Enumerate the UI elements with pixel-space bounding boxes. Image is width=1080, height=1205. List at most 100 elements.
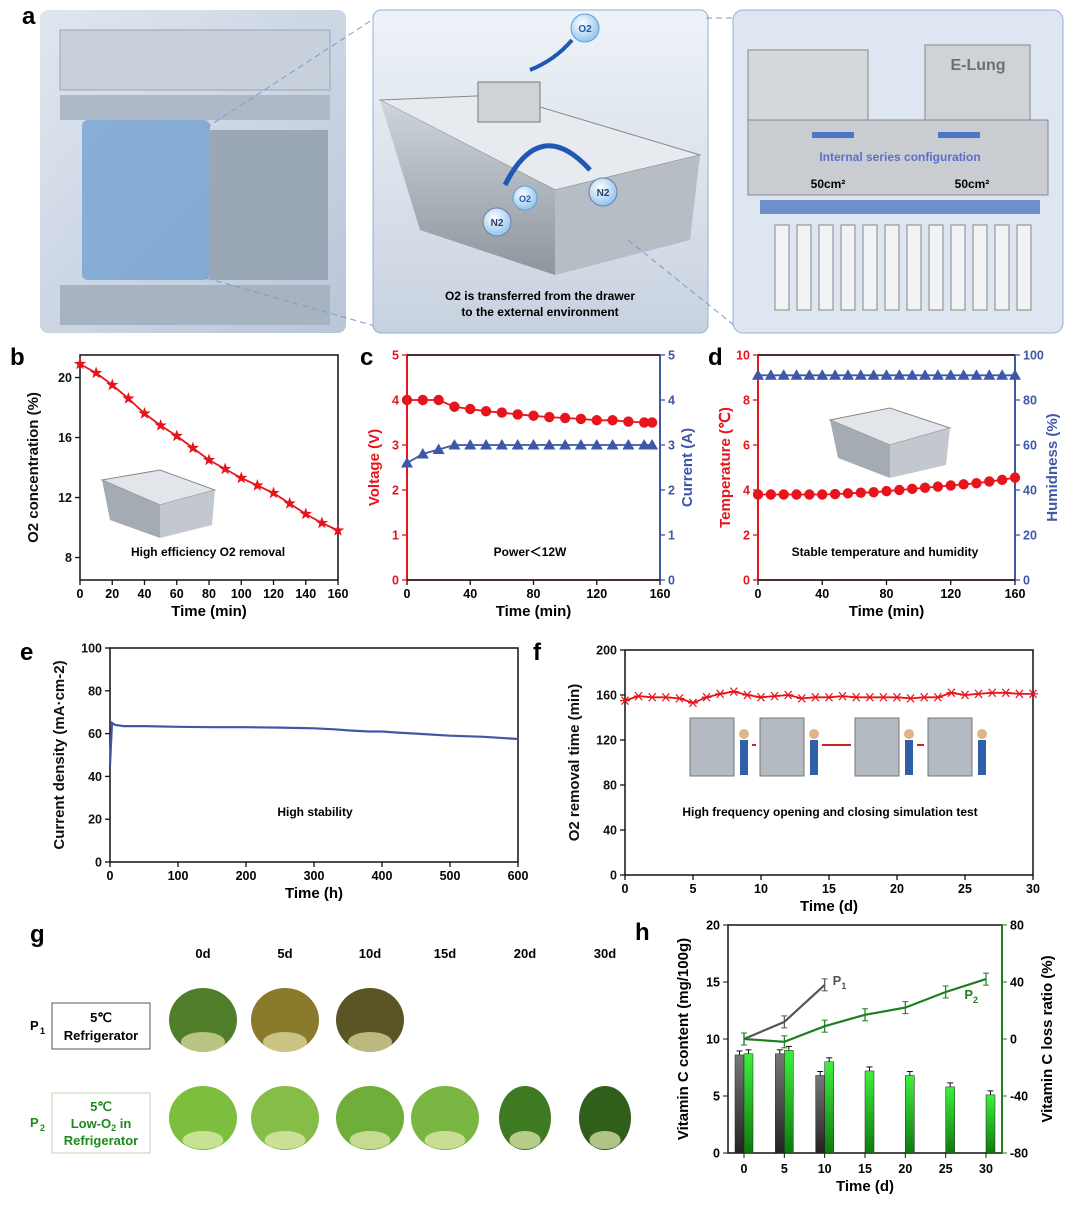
data-point <box>983 369 996 380</box>
bar-P2 <box>985 1094 996 1154</box>
o2-bubble <box>570 13 600 43</box>
data-point <box>868 487 879 498</box>
data-point <box>906 369 919 380</box>
data-point <box>855 487 866 498</box>
fridge-icon <box>854 717 900 777</box>
data-point <box>331 524 345 536</box>
data-point <box>623 416 634 427</box>
x-axis-label: Time (h) <box>285 885 343 902</box>
annotation: Power＜12W <box>494 545 567 559</box>
chart-e: e 0 100 200 300 400 500 600 0 20 40 60 80 100 Time (h)… <box>20 639 528 902</box>
y-tick-label: 0 <box>610 869 617 883</box>
y-tick-label: 10 <box>736 349 750 363</box>
data-point <box>401 394 413 406</box>
x-tick-label: 20 <box>898 1162 912 1176</box>
y2-axis-label: Humidness (%) <box>1044 413 1061 521</box>
lettuce-stem <box>349 1131 391 1149</box>
lettuce-p2-day-0d <box>169 1086 237 1150</box>
x-tick-label: 15 <box>858 1162 872 1176</box>
data-point <box>810 692 821 702</box>
data-point <box>433 394 444 406</box>
fridge-shelf <box>59 29 331 91</box>
x-tick-label: 140 <box>295 587 316 601</box>
y-tick-label: 15 <box>706 976 720 990</box>
config-label: Internal series configuration <box>819 150 980 164</box>
o2-out-arrow <box>529 38 574 72</box>
x-tick-label: 100 <box>168 869 189 883</box>
membrane-electrode <box>812 132 854 138</box>
y-axis-label: O2 concentration (%) <box>25 392 42 543</box>
panel-letter-h: h <box>635 919 650 946</box>
data-point <box>638 439 651 450</box>
y-tick-label: 3 <box>392 439 399 453</box>
x-tick-label: 25 <box>958 882 972 896</box>
data-point <box>987 688 998 698</box>
data-point <box>769 691 780 701</box>
device-fin <box>862 224 878 311</box>
bar-P1 <box>734 1054 745 1154</box>
series-line <box>108 720 519 766</box>
x-tick-label: 120 <box>586 587 607 601</box>
panel-letter-g: g <box>30 921 45 948</box>
data-point <box>970 369 983 380</box>
y2-tick-label: 20 <box>1023 529 1037 543</box>
n2-bubble <box>588 177 618 207</box>
y-tick-label: 160 <box>596 689 617 703</box>
bar-P2 <box>743 1053 754 1154</box>
y2-tick-label: 1 <box>668 529 675 543</box>
row-temp: 5℃ <box>90 1099 112 1114</box>
data-point <box>919 369 932 380</box>
data-point <box>73 357 87 370</box>
row-p1-label: P 1 5℃ Refrigerator <box>30 1002 151 1050</box>
data-point <box>790 369 803 380</box>
x-tick-label: 20 <box>105 587 119 601</box>
fridge-icon <box>689 717 735 777</box>
person-icon <box>977 729 987 739</box>
data-point <box>106 378 119 391</box>
data-point <box>958 479 969 490</box>
lettuce-p2-day-10d <box>336 1086 404 1150</box>
data-point <box>251 479 264 491</box>
panel-letter-f: f <box>533 639 542 666</box>
row-label-sub: 2 <box>40 1123 45 1133</box>
n2-label: N2 <box>491 218 504 229</box>
data-point <box>803 369 816 380</box>
data-point <box>742 690 753 700</box>
data-point <box>1009 472 1021 483</box>
y2-axis-label: Vitamin C loss ratio (%) <box>1039 955 1056 1122</box>
membrane-electrode <box>938 132 980 138</box>
data-point <box>606 439 619 450</box>
bar-P2 <box>824 1061 834 1154</box>
x-tick-label: 10 <box>818 1162 832 1176</box>
x-tick-label: 20 <box>890 882 904 896</box>
x-tick-label: 30 <box>979 1162 993 1176</box>
data-point <box>816 369 829 380</box>
data-point <box>202 453 216 466</box>
x-tick-label: 5 <box>690 882 697 896</box>
data-point <box>154 419 167 431</box>
y2-tick-label: 3 <box>668 439 675 453</box>
x-tick-label: 15 <box>822 882 836 896</box>
data-point <box>1028 689 1038 699</box>
data-point <box>996 474 1008 486</box>
lettuce-leaves <box>411 1086 479 1150</box>
data-point <box>315 516 329 529</box>
person-icon <box>904 729 914 739</box>
n2-bubble <box>482 207 512 237</box>
x-tick-label: 60 <box>170 587 184 601</box>
chart-f: f 0 5 10 15 20 25 30 0 40 80 120 160 200 Time (d) O2 re… <box>533 639 1040 915</box>
data-point <box>894 484 905 496</box>
panel-letter-d: d <box>708 344 723 371</box>
person-icon <box>740 740 748 775</box>
chart-h: h 0 5 10 15 20 25 30 0 5 10 15 20 -80 -40 0 40 80 Time (d)… <box>635 919 1056 1196</box>
data-point <box>944 369 957 380</box>
x-tick-label: 500 <box>440 869 461 883</box>
data-point <box>638 417 650 428</box>
device-fin <box>906 224 922 311</box>
y-tick-label: 20 <box>58 371 72 385</box>
data-point <box>559 439 572 450</box>
y-axis-label: Current density (mA·cm-2) <box>51 660 68 849</box>
y2-tick-label: 4 <box>668 394 675 408</box>
x-tick-label: 600 <box>508 869 529 883</box>
